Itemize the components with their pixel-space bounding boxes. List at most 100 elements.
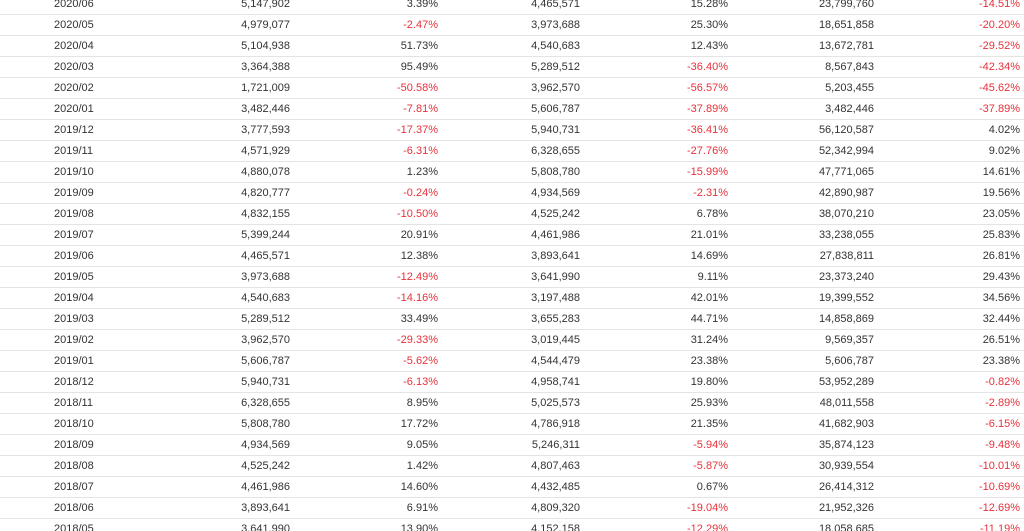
month-cell: 2020/03 xyxy=(0,56,160,79)
table-row: 2020/06 5,147,902 3.39% 4,465,571 15.28% 23,7… xyxy=(0,0,1024,16)
value-3-cell: 21,952,326 xyxy=(728,497,874,520)
value-3-cell: 35,874,123 xyxy=(728,434,874,457)
change-2-cell: -15.99% xyxy=(580,161,728,184)
change-1-cell: 33.49% xyxy=(290,308,438,331)
change-1-cell: 3.39% xyxy=(290,0,438,16)
change-3-cell: -9.48% xyxy=(874,434,1024,457)
table-row: 2018/10 5,808,780 17.72% 4,786,918 21.35% 41,… xyxy=(0,413,1024,436)
change-2-cell: 19.80% xyxy=(580,371,728,394)
table-row: 2018/06 3,893,641 6.91% 4,809,320 -19.04% 21,… xyxy=(0,497,1024,520)
value-2-cell: 4,809,320 xyxy=(438,497,580,520)
month-cell: 2019/05 xyxy=(0,266,160,289)
change-2-cell: 25.30% xyxy=(580,14,728,37)
value-1-cell: 4,525,242 xyxy=(160,455,290,478)
month-cell: 2019/04 xyxy=(0,287,160,310)
change-2-cell: 23.38% xyxy=(580,350,728,373)
month-cell: 2020/01 xyxy=(0,98,160,121)
change-1-cell: -50.58% xyxy=(290,77,438,100)
change-2-cell: 15.28% xyxy=(580,0,728,16)
table-row: 2018/05 3,641,990 13.90% 4,152,158 -12.29% 18… xyxy=(0,518,1024,531)
change-3-cell: -11.19% xyxy=(874,518,1024,531)
table-row: 2019/06 4,465,571 12.38% 3,893,641 14.69% 27,… xyxy=(0,245,1024,268)
change-3-cell: -20.20% xyxy=(874,14,1024,37)
change-3-cell: 29.43% xyxy=(874,266,1024,289)
month-cell: 2019/11 xyxy=(0,140,160,163)
value-2-cell: 5,289,512 xyxy=(438,56,580,79)
change-3-cell: -0.82% xyxy=(874,371,1024,394)
value-2-cell: 3,962,570 xyxy=(438,77,580,100)
table-row: 2019/08 4,832,155 -10.50% 4,525,242 6.78% 38,… xyxy=(0,203,1024,226)
value-3-cell: 18,058,685 xyxy=(728,518,874,531)
change-1-cell: -6.31% xyxy=(290,140,438,163)
table-row: 2018/07 4,461,986 14.60% 4,432,485 0.67% 26,4… xyxy=(0,476,1024,499)
change-3-cell: 23.38% xyxy=(874,350,1024,373)
value-2-cell: 5,808,780 xyxy=(438,161,580,184)
value-1-cell: 4,571,929 xyxy=(160,140,290,163)
value-2-cell: 4,465,571 xyxy=(438,0,580,16)
value-1-cell: 3,364,388 xyxy=(160,56,290,79)
table-row: 2019/11 4,571,929 -6.31% 6,328,655 -27.76% 52… xyxy=(0,140,1024,163)
table-row: 2019/01 5,606,787 -5.62% 4,544,479 23.38% 5,6… xyxy=(0,350,1024,373)
value-1-cell: 3,962,570 xyxy=(160,329,290,352)
change-3-cell: -10.69% xyxy=(874,476,1024,499)
table-row: 2019/05 3,973,688 -12.49% 3,641,990 9.11% 23,… xyxy=(0,266,1024,289)
value-1-cell: 4,979,077 xyxy=(160,14,290,37)
value-2-cell: 4,786,918 xyxy=(438,413,580,436)
value-3-cell: 47,771,065 xyxy=(728,161,874,184)
change-1-cell: 17.72% xyxy=(290,413,438,436)
month-cell: 2019/02 xyxy=(0,329,160,352)
value-2-cell: 4,540,683 xyxy=(438,35,580,58)
value-2-cell: 4,525,242 xyxy=(438,203,580,226)
change-1-cell: -17.37% xyxy=(290,119,438,142)
change-3-cell: 26.51% xyxy=(874,329,1024,352)
value-1-cell: 5,606,787 xyxy=(160,350,290,373)
value-3-cell: 26,414,312 xyxy=(728,476,874,499)
change-1-cell: 14.60% xyxy=(290,476,438,499)
change-3-cell: 14.61% xyxy=(874,161,1024,184)
value-2-cell: 5,940,731 xyxy=(438,119,580,142)
value-1-cell: 4,820,777 xyxy=(160,182,290,205)
change-2-cell: -19.04% xyxy=(580,497,728,520)
value-3-cell: 8,567,843 xyxy=(728,56,874,79)
change-3-cell: -14.51% xyxy=(874,0,1024,16)
value-1-cell: 4,540,683 xyxy=(160,287,290,310)
change-2-cell: 31.24% xyxy=(580,329,728,352)
value-1-cell: 1,721,009 xyxy=(160,77,290,100)
change-2-cell: 21.35% xyxy=(580,413,728,436)
month-cell: 2018/06 xyxy=(0,497,160,520)
change-2-cell: -36.41% xyxy=(580,119,728,142)
month-cell: 2019/01 xyxy=(0,350,160,373)
change-2-cell: 9.11% xyxy=(580,266,728,289)
month-cell: 2018/08 xyxy=(0,455,160,478)
change-3-cell: -10.01% xyxy=(874,455,1024,478)
month-cell: 2018/05 xyxy=(0,518,160,531)
change-2-cell: 44.71% xyxy=(580,308,728,331)
value-1-cell: 5,289,512 xyxy=(160,308,290,331)
value-2-cell: 6,328,655 xyxy=(438,140,580,163)
month-cell: 2019/07 xyxy=(0,224,160,247)
value-2-cell: 3,641,990 xyxy=(438,266,580,289)
change-3-cell: 9.02% xyxy=(874,140,1024,163)
change-1-cell: 13.90% xyxy=(290,518,438,531)
table-row: 2020/05 4,979,077 -2.47% 3,973,688 25.30% 18,… xyxy=(0,14,1024,37)
value-3-cell: 23,799,760 xyxy=(728,0,874,16)
change-2-cell: 42.01% xyxy=(580,287,728,310)
value-1-cell: 4,934,569 xyxy=(160,434,290,457)
value-1-cell: 5,940,731 xyxy=(160,371,290,394)
value-2-cell: 4,934,569 xyxy=(438,182,580,205)
value-1-cell: 4,832,155 xyxy=(160,203,290,226)
month-cell: 2019/09 xyxy=(0,182,160,205)
change-2-cell: 14.69% xyxy=(580,245,728,268)
table-row: 2020/03 3,364,388 95.49% 5,289,512 -36.40% 8,… xyxy=(0,56,1024,79)
change-3-cell: -2.89% xyxy=(874,392,1024,415)
table-row: 2018/11 6,328,655 8.95% 5,025,573 25.93% 48,0… xyxy=(0,392,1024,415)
value-1-cell: 4,461,986 xyxy=(160,476,290,499)
value-3-cell: 3,482,446 xyxy=(728,98,874,121)
value-2-cell: 4,544,479 xyxy=(438,350,580,373)
change-2-cell: -5.94% xyxy=(580,434,728,457)
change-2-cell: -37.89% xyxy=(580,98,728,121)
change-1-cell: 51.73% xyxy=(290,35,438,58)
value-1-cell: 5,808,780 xyxy=(160,413,290,436)
change-1-cell: -2.47% xyxy=(290,14,438,37)
